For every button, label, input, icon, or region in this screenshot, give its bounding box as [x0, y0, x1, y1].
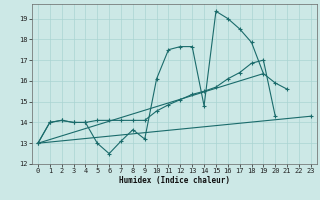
X-axis label: Humidex (Indice chaleur): Humidex (Indice chaleur) [119, 176, 230, 185]
